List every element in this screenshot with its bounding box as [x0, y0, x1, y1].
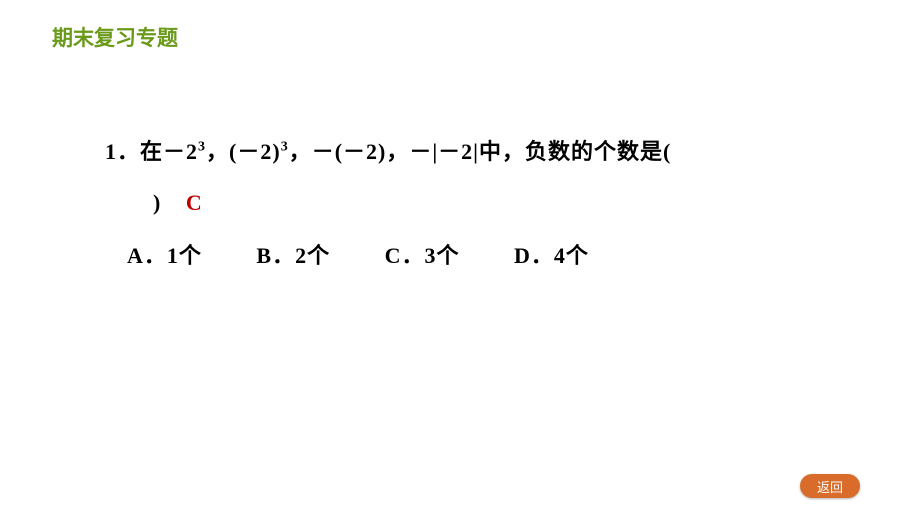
question-stem: 1．在－23，(－2)3，－(－2)，－|－2|中，负数的个数是( — [105, 132, 845, 172]
option-b: B．2个 — [256, 238, 330, 270]
option-d: D．4个 — [514, 238, 589, 270]
option-c: C．3个 — [385, 238, 460, 270]
stem-part1: 在－2 — [140, 139, 198, 164]
question-closing: ) C — [153, 190, 845, 216]
page-header: 期末复习专题 — [52, 22, 178, 52]
answer-letter: C — [186, 190, 202, 215]
exponent-2: 3 — [281, 140, 289, 155]
stem-part2: ，(－2) — [206, 139, 281, 164]
question-block: 1．在－23，(－2)3，－(－2)，－|－2|中，负数的个数是( ) C A．… — [105, 132, 845, 270]
header-text: 期末复习专题 — [52, 27, 178, 50]
options-row: A．1个 B．2个 C．3个 D．4个 — [127, 238, 845, 270]
stem-part3: ，－(－2)，－|－2|中，负数的个数是( — [289, 139, 672, 164]
closing-paren: ) — [153, 190, 160, 215]
option-a: A．1个 — [127, 238, 202, 270]
back-button-label: 返回 — [817, 477, 843, 496]
question-number: 1． — [105, 139, 140, 164]
back-button[interactable]: 返回 — [800, 474, 860, 498]
exponent-1: 3 — [198, 140, 206, 155]
